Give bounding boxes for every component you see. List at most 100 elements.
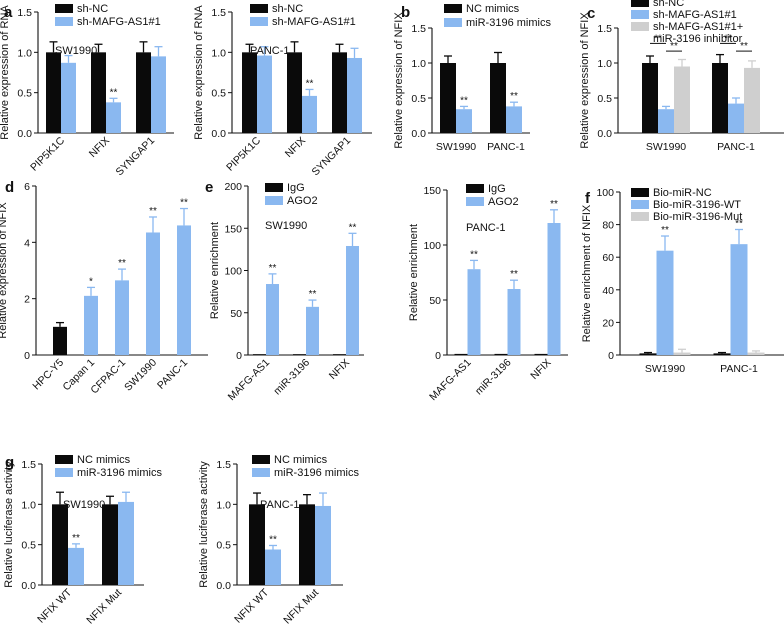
chart-b-legend-label: miR-3196 mimics	[466, 17, 551, 29]
chart-b-legend-label: NC mimics	[466, 3, 520, 15]
chart-f-significance: **	[661, 225, 669, 236]
chart-b-ytick-label: 0.5	[411, 93, 426, 105]
chart-a2-ytick-label: 1.0	[211, 47, 226, 59]
chart-a1-legend-swatch	[55, 17, 73, 26]
chart-e1-ytick-label: 0	[236, 350, 242, 362]
chart-a1-ylabel: Relative expression of RNA	[0, 5, 11, 140]
chart-d-bar	[146, 232, 160, 355]
chart-e2-xtick-label: NFIX	[528, 357, 553, 382]
chart-g2-bar	[315, 505, 331, 585]
chart-c-xtick-label: SW1990	[646, 141, 686, 153]
chart-d-xtick-label: PANC-1	[155, 357, 190, 392]
chart-c-ylabel: Relative expression of NFIX	[579, 12, 591, 149]
chart-d-ytick-label: 0	[24, 350, 30, 362]
chart-a2-bar	[257, 55, 272, 134]
chart-e1-significance: **	[309, 289, 317, 300]
chart-d-bar	[53, 326, 67, 355]
chart-c-legend-label: sh-MAFG-AS1#1	[653, 9, 737, 21]
chart-f-bar	[713, 353, 731, 355]
chart-g1-xtick-label: NFIX Mut	[84, 587, 124, 627]
chart-f-legend-swatch	[631, 212, 649, 221]
chart-g2-legend-swatch	[252, 455, 270, 464]
chart-a1-subtitle: SW1990	[55, 45, 97, 57]
chart-d-ytick-label: 4	[24, 237, 30, 249]
chart-g1-bar	[118, 501, 134, 585]
chart-f-xtick-label: PANC-1	[720, 363, 758, 375]
chart-e1-xtick-label: NFIX	[327, 357, 352, 382]
chart-c-legend-swatch	[631, 0, 649, 7]
chart-g2-significance: **	[269, 534, 277, 545]
chart-a1-significance: **	[110, 87, 118, 98]
chart-a2-xtick-label: PIP5K1C	[224, 134, 263, 173]
chart-a1-xtick-label: PIP5K1C	[28, 134, 67, 173]
chart-c-bar	[642, 63, 658, 133]
chart-b-xtick-label: PANC-1	[487, 141, 525, 153]
chart-e1-xtick-label: MAFG-AS1	[226, 357, 273, 404]
chart-e1-panel-label: e	[205, 179, 213, 196]
chart-c-bracket-label: **	[670, 41, 678, 52]
chart-e1-legend-swatch	[265, 196, 283, 205]
chart-e2-ylabel: Relative enrichment	[408, 224, 420, 321]
chart-c-xtick-label: PANC-1	[717, 141, 755, 153]
chart-e1-significance: **	[269, 263, 277, 274]
chart-d-bar	[115, 280, 129, 355]
chart-g2-ytick-label: 0.5	[216, 540, 231, 552]
chart-g1-subtitle: SW1990	[63, 499, 105, 511]
chart-e1-ytick-label: 50	[230, 308, 242, 320]
chart-g1-ylabel: Relative luciferase activity	[3, 461, 15, 588]
chart-d-significance: *	[89, 276, 93, 287]
chart-b-bar	[506, 106, 522, 133]
chart-e2-xtick-label: MAFG-AS1	[427, 357, 474, 404]
chart-a2-ytick-label: 1.5	[211, 7, 226, 19]
chart-c-bracket-label: **	[724, 33, 732, 44]
chart-a1-bar	[61, 62, 76, 133]
chart-e2-legend-label: IgG	[488, 183, 506, 195]
chart-g2-bar	[249, 504, 265, 585]
chart-g2-ytick-label: 1.0	[216, 499, 231, 511]
chart-d-panel-label: d	[5, 179, 14, 196]
chart-a1-xtick-label: SYNGAP1	[114, 135, 158, 179]
chart-a1-legend-swatch	[55, 4, 73, 13]
chart-e1-bar	[293, 354, 306, 355]
chart-e2-bar	[467, 269, 481, 355]
chart-f-xtick-label: SW1990	[645, 363, 685, 375]
chart-g2-bar	[299, 504, 315, 585]
chart-g2-ytick-label: 0.0	[216, 580, 231, 592]
chart-b-bar	[456, 109, 472, 133]
chart-g2-subtitle: PANC-1	[260, 499, 300, 511]
chart-e2-legend-swatch	[466, 197, 484, 206]
chart-a1-bar	[151, 56, 166, 133]
chart-a1-ytick-label: 1.0	[17, 47, 32, 59]
chart-c-bar	[728, 103, 744, 133]
chart-g1-legend-label: miR-3196 mimics	[77, 467, 162, 479]
chart-b-ytick-label: 1.0	[411, 58, 426, 70]
chart-a1-legend-label: sh-MAFG-AS1#1	[77, 16, 161, 28]
chart-e2-bar	[534, 353, 548, 355]
chart-e1-ytick-label: 100	[224, 266, 242, 278]
chart-g1-bar	[102, 504, 118, 585]
chart-f-bar	[639, 353, 657, 355]
chart-g1-xtick-label: NFIX WT	[35, 586, 74, 625]
chart-d-ylabel: Relative expression of NFIX	[0, 202, 9, 339]
chart-g1-bar	[52, 504, 68, 585]
chart-e2-ytick-label: 150	[423, 185, 441, 197]
chart-c-bar	[658, 109, 674, 133]
chart-c-bracket-label: **	[740, 41, 748, 52]
chart-e1-ylabel: Relative enrichment	[209, 222, 221, 319]
chart-e2-significance: **	[550, 199, 558, 210]
chart-f-ylabel: Relative enrichment of NFIX	[581, 204, 593, 342]
chart-g1-significance: **	[72, 533, 80, 544]
chart-e1-ytick-label: 200	[224, 181, 242, 193]
chart-a2-subtitle: PANC-1	[250, 45, 290, 57]
chart-a1-xtick-label: NFIX	[87, 135, 112, 160]
chart-a1-legend-label: sh-NC	[77, 3, 108, 15]
chart-e2-ytick-label: 100	[423, 240, 441, 252]
chart-a1-bar	[91, 52, 106, 134]
chart-f-bar	[656, 250, 674, 355]
chart-f-legend-label: Bio-miR-3196-Mut	[653, 211, 742, 223]
chart-e1-legend-swatch	[265, 183, 283, 192]
chart-e1-significance: **	[349, 222, 357, 233]
chart-a2-xtick-label: NFIX	[283, 135, 308, 160]
chart-f-legend-swatch	[631, 188, 649, 197]
